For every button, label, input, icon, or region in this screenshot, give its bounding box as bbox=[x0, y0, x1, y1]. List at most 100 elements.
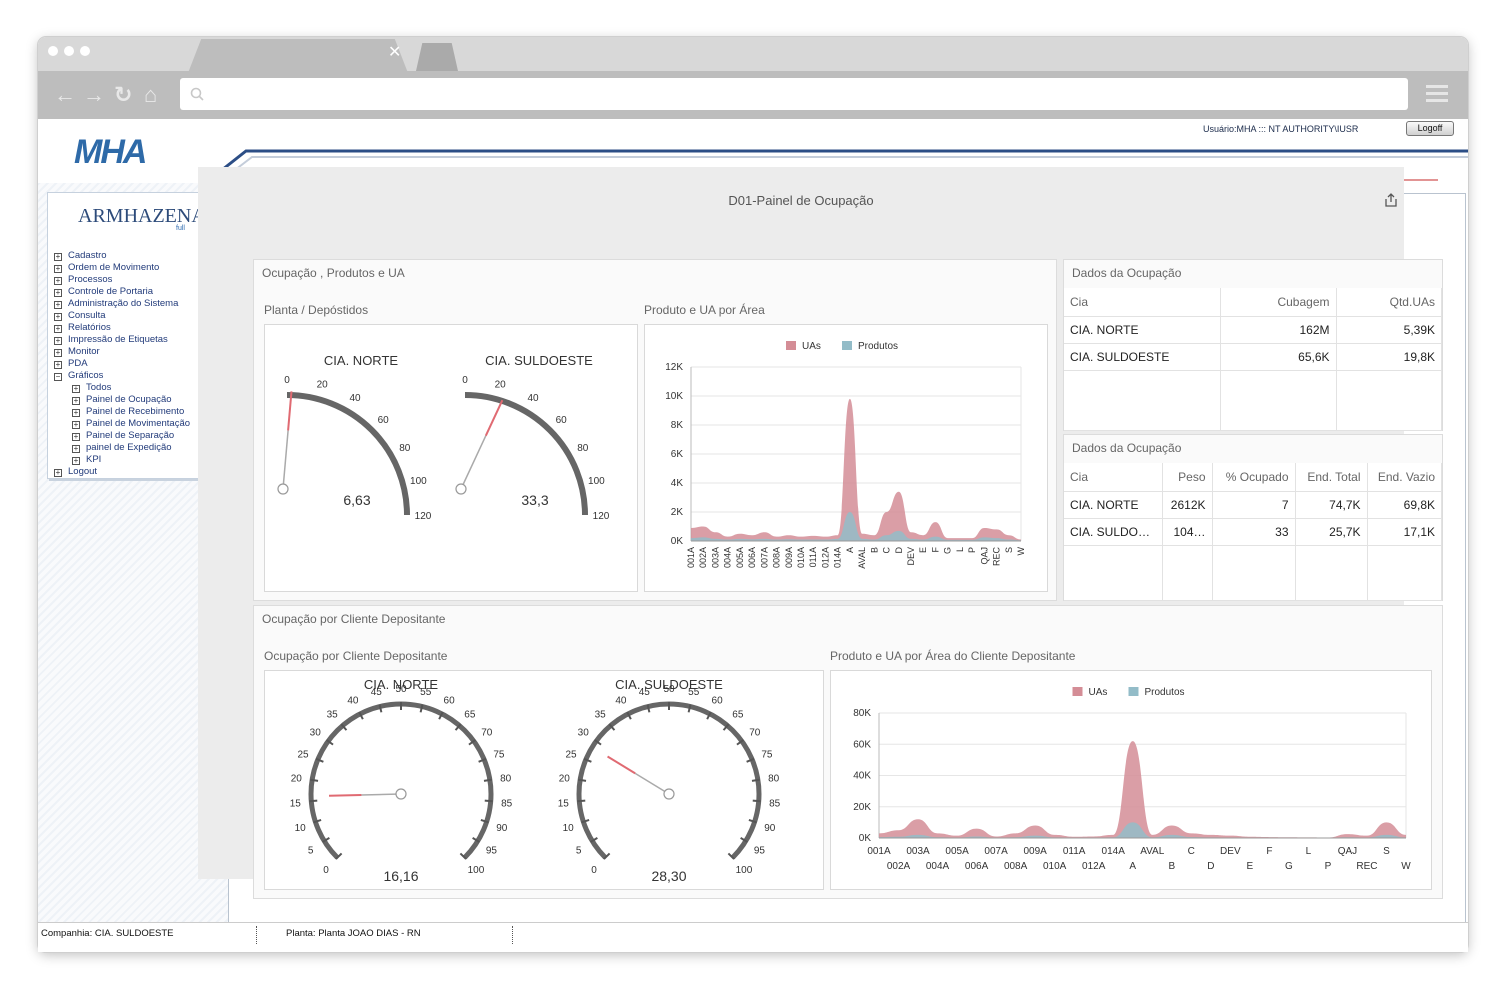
gauge-tick bbox=[315, 757, 324, 763]
sidebar-item[interactable]: + PDA bbox=[54, 358, 190, 370]
gauge-tick-label: 90 bbox=[496, 823, 508, 834]
expand-icon[interactable]: + bbox=[72, 384, 80, 393]
series-area-produtos bbox=[691, 512, 1021, 541]
table-row[interactable]: CIA. NORTE 162M 5,39K bbox=[1064, 316, 1442, 344]
reload-icon[interactable]: ↻ bbox=[114, 82, 133, 107]
gauges-box: 0 5 10 15 20 25 30 35 40 45 50 55 60 65 70 75 80 85 90 95 10… bbox=[264, 670, 824, 890]
table1-header-qtd-uas[interactable]: Qtd.UAs bbox=[1336, 288, 1442, 317]
table-row[interactable]: CIA. SULDOESTE 65,6K 19,8K bbox=[1064, 343, 1442, 371]
expand-icon[interactable]: + bbox=[54, 288, 62, 297]
collapse-icon[interactable]: − bbox=[54, 372, 62, 381]
table2-header-end-total[interactable]: End. Total bbox=[1295, 463, 1368, 492]
x-tick-label: C bbox=[1188, 846, 1195, 857]
expand-icon[interactable]: + bbox=[72, 420, 80, 429]
sidebar-item[interactable]: + Relatórios bbox=[54, 322, 190, 334]
area-chart-box: UAs Produtos 0K 20K 40K 60K 80K 001A 002A 003A 004… bbox=[830, 670, 1432, 890]
sidebar-item[interactable]: + painel de Expedição bbox=[54, 442, 190, 454]
table-row[interactable]: CIA. NORTE 2612K 7 74,7K 69,8K bbox=[1064, 491, 1442, 519]
window-minimize-dot[interactable] bbox=[64, 46, 74, 56]
address-bar[interactable] bbox=[180, 78, 1408, 110]
expand-icon[interactable]: + bbox=[54, 336, 62, 345]
expand-icon[interactable]: + bbox=[54, 312, 62, 321]
sidebar-item[interactable]: + Logout bbox=[54, 466, 190, 478]
expand-icon[interactable]: + bbox=[72, 432, 80, 441]
window-maximize-dot[interactable] bbox=[80, 46, 90, 56]
sidebar-item[interactable]: + Consulta bbox=[54, 310, 190, 322]
back-arrow-icon[interactable]: ← bbox=[54, 82, 76, 107]
sidebar-item[interactable]: + Monitor bbox=[54, 346, 190, 358]
sidebar-item[interactable]: − Gráficos bbox=[54, 370, 190, 382]
sidebar-item[interactable]: + Controle de Portaria bbox=[54, 286, 190, 298]
logoff-button[interactable]: Logoff bbox=[1406, 121, 1454, 136]
gauge-tick-label: 60 bbox=[712, 696, 724, 707]
table1-header-cubagem[interactable]: Cubagem bbox=[1220, 288, 1337, 317]
sidebar-item[interactable]: + Painel de Movimentação bbox=[54, 418, 190, 430]
sidebar-item-label: Controle de Portaria bbox=[68, 286, 154, 297]
forward-arrow-icon[interactable]: → bbox=[83, 82, 105, 107]
gauge-tick-label: 55 bbox=[688, 687, 700, 698]
status-separator bbox=[512, 926, 513, 944]
table-dados-ocupacao-1: Cia Cubagem Qtd.UAs CIA. NORTE 162M 5,39… bbox=[1064, 288, 1442, 431]
legend-label-uas: UAs bbox=[802, 341, 821, 352]
x-tick-label: L bbox=[1306, 846, 1312, 857]
gauge-tick bbox=[309, 799, 318, 803]
table-dados-ocupacao-2: Cia Peso % Ocupado End. Total End. Vazio… bbox=[1064, 463, 1442, 601]
expand-icon[interactable]: + bbox=[72, 456, 80, 465]
gauge-tick bbox=[751, 778, 761, 782]
export-icon[interactable] bbox=[1384, 193, 1398, 207]
gauge-tick-label: 5 bbox=[308, 845, 314, 856]
table1-header-cia[interactable]: Cia bbox=[1064, 288, 1221, 317]
window-close-dot[interactable] bbox=[48, 46, 58, 56]
table2-header-peso[interactable]: Peso bbox=[1162, 463, 1213, 492]
x-tick-label: 003A bbox=[710, 547, 720, 568]
gauge-tick bbox=[593, 739, 602, 746]
sidebar-item-label: Gráficos bbox=[68, 370, 104, 381]
new-tab-button[interactable] bbox=[416, 43, 458, 71]
gauge-tick bbox=[608, 723, 616, 731]
sidebar-item[interactable]: + Administração do Sistema bbox=[54, 298, 190, 310]
expand-icon[interactable]: + bbox=[72, 408, 80, 417]
table2-header-end-vazio[interactable]: End. Vazio bbox=[1367, 463, 1442, 492]
browser-tab[interactable] bbox=[188, 39, 408, 73]
browser-menu-icon[interactable] bbox=[1426, 85, 1448, 103]
expand-icon[interactable]: + bbox=[54, 252, 62, 261]
sidebar-item[interactable]: + Todos bbox=[54, 382, 190, 394]
gauge-tick bbox=[687, 704, 692, 713]
x-tick-label: REC bbox=[992, 547, 1002, 567]
y-tick-label: 2K bbox=[671, 507, 684, 518]
table-cell: 5,39K bbox=[1336, 316, 1442, 344]
expand-icon[interactable]: + bbox=[72, 444, 80, 453]
sidebar-item[interactable]: + Painel de Recebimento bbox=[54, 406, 190, 418]
expand-icon[interactable]: + bbox=[72, 396, 80, 405]
gauge-tick bbox=[378, 704, 383, 713]
sidebar-item[interactable]: + Impressão de Etiquetas bbox=[54, 334, 190, 346]
sidebar-item[interactable]: + KPI bbox=[54, 454, 190, 466]
table2-header-cia[interactable]: Cia bbox=[1064, 463, 1163, 492]
x-tick-label: 007A bbox=[984, 846, 1008, 857]
expand-icon[interactable]: + bbox=[54, 300, 62, 309]
series-area-uas bbox=[879, 741, 1406, 838]
table2-header-ocupado[interactable]: % Ocupado bbox=[1212, 463, 1296, 492]
y-tick-label: 6K bbox=[671, 449, 684, 460]
table-row[interactable]: CIA. SULDO… 104… 33 25,7K 17,1K bbox=[1064, 518, 1442, 546]
sidebar-item[interactable]: + Painel de Separação bbox=[54, 430, 190, 442]
sidebar-item[interactable]: + Painel de Ocupação bbox=[54, 394, 190, 406]
sidebar-item[interactable]: + Cadastro bbox=[54, 250, 190, 262]
tab-close-icon[interactable]: ✕ bbox=[388, 44, 402, 61]
expand-icon[interactable]: + bbox=[54, 276, 62, 285]
gauge-tick-label: 45 bbox=[371, 687, 383, 698]
expand-icon[interactable]: + bbox=[54, 324, 62, 333]
home-icon[interactable]: ⌂ bbox=[144, 82, 158, 107]
expand-icon[interactable]: + bbox=[54, 360, 62, 369]
expand-icon[interactable]: + bbox=[54, 348, 62, 357]
gauge-tick bbox=[459, 852, 467, 860]
sidebar-item[interactable]: + Processos bbox=[54, 274, 190, 286]
sidebar-item-label: Painel de Ocupação bbox=[86, 394, 172, 405]
x-tick-label: W bbox=[1401, 861, 1411, 872]
expand-icon[interactable]: + bbox=[54, 264, 62, 273]
gauge-tick bbox=[577, 778, 587, 782]
sidebar-item[interactable]: + Ordem de Movimento bbox=[54, 262, 190, 274]
legend-swatch-produtos bbox=[1128, 687, 1139, 696]
expand-icon[interactable]: + bbox=[54, 468, 62, 477]
sidebar-item-label: Consulta bbox=[68, 310, 106, 321]
